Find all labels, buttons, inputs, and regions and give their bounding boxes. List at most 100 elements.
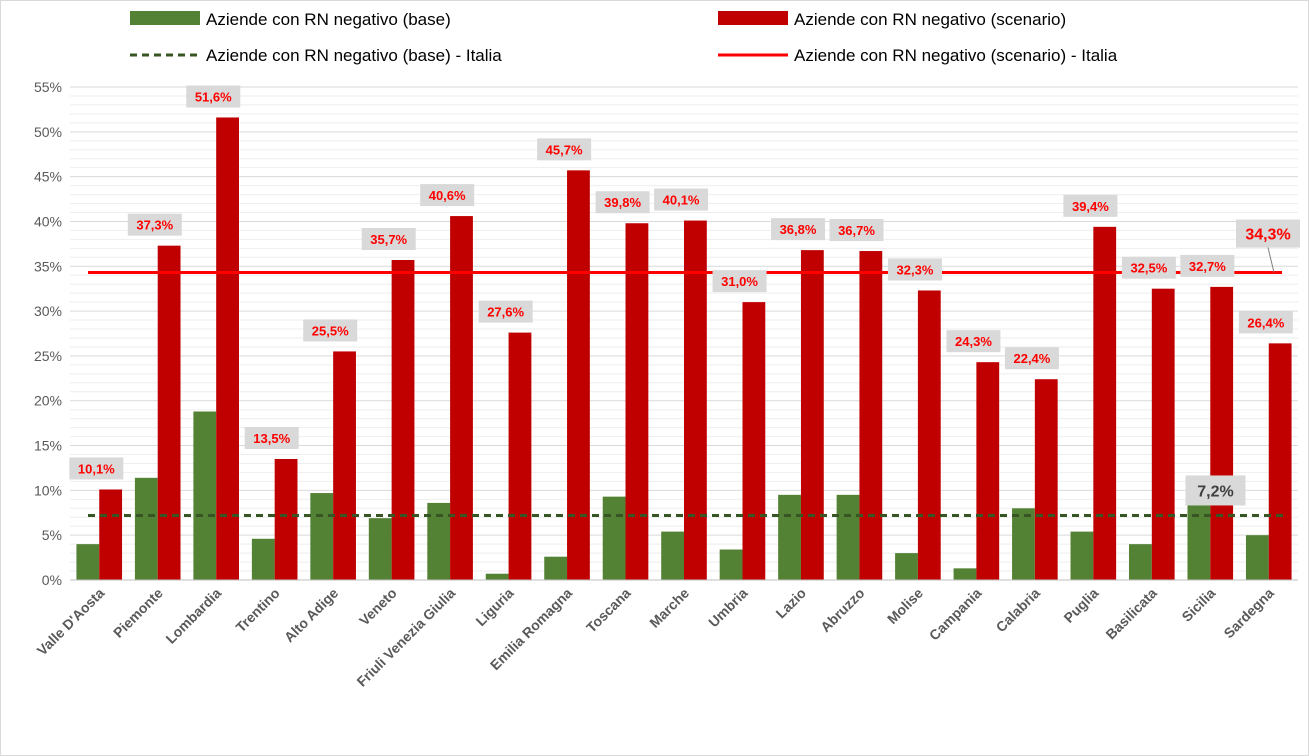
data-label: 27,6% bbox=[487, 305, 524, 320]
data-label-box bbox=[1238, 311, 1293, 334]
bar-scenario bbox=[391, 259, 415, 580]
data-label: 22,4% bbox=[1013, 351, 1050, 366]
data-label: 40,1% bbox=[663, 193, 700, 208]
italia-scenario-label: 34,3% bbox=[1245, 227, 1290, 244]
data-label: 13,5% bbox=[253, 431, 290, 446]
y-tick-label: 5% bbox=[42, 527, 62, 543]
bar-base bbox=[427, 502, 451, 580]
italia-base-label: 7,2% bbox=[1197, 483, 1233, 500]
italia-scenario-label-box bbox=[1236, 219, 1300, 248]
legend-swatch-scenario bbox=[718, 11, 788, 25]
data-label-box bbox=[244, 426, 299, 449]
data-label-box bbox=[1004, 347, 1059, 370]
bar-scenario bbox=[976, 362, 1000, 580]
data-label-box bbox=[1063, 194, 1118, 217]
data-label-box bbox=[478, 300, 533, 323]
data-label-box bbox=[887, 258, 942, 281]
bar-scenario bbox=[1268, 343, 1292, 580]
bar-scenario bbox=[99, 489, 123, 580]
bar-scenario bbox=[1210, 286, 1234, 580]
y-tick-label: 45% bbox=[34, 169, 62, 185]
bar-base bbox=[544, 556, 568, 580]
y-tick-label: 25% bbox=[34, 348, 62, 364]
data-label-box bbox=[127, 213, 182, 236]
data-label: 25,5% bbox=[312, 323, 349, 338]
y-tick-label: 20% bbox=[34, 393, 62, 409]
bar-base bbox=[719, 549, 743, 580]
bar-scenario bbox=[274, 458, 298, 580]
data-label: 45,7% bbox=[546, 142, 583, 157]
bar-base bbox=[895, 553, 918, 580]
data-label-box bbox=[303, 319, 358, 342]
bar-base bbox=[1245, 535, 1269, 580]
y-tick-label: 35% bbox=[34, 258, 62, 274]
data-label-box bbox=[654, 188, 709, 211]
bar-scenario bbox=[450, 216, 473, 581]
data-label-box bbox=[537, 138, 592, 161]
data-label: 32,3% bbox=[897, 262, 934, 277]
data-label-box bbox=[1180, 254, 1235, 277]
bar-base bbox=[310, 493, 334, 580]
bar-scenario bbox=[859, 251, 883, 580]
bars bbox=[76, 117, 1292, 581]
legend-label-italia-scenario: Aziende con RN negativo (scenario) - Ita… bbox=[794, 46, 1118, 65]
data-label: 10,1% bbox=[78, 461, 115, 476]
legend-label-italia-base: Aziende con RN negativo (base) - Italia bbox=[206, 46, 502, 65]
bar-scenario bbox=[917, 290, 941, 580]
bar-scenario bbox=[333, 351, 356, 580]
bar-base bbox=[193, 411, 217, 580]
bar-base bbox=[368, 518, 392, 580]
data-label-box bbox=[829, 219, 884, 242]
bar-scenario bbox=[742, 302, 766, 580]
bar-scenario bbox=[157, 245, 181, 580]
data-label: 26,4% bbox=[1247, 315, 1284, 330]
bar-base bbox=[953, 568, 977, 580]
data-label: 24,3% bbox=[955, 334, 992, 349]
bar-base bbox=[251, 538, 275, 580]
bar-base bbox=[134, 477, 158, 580]
data-label: 36,8% bbox=[780, 222, 817, 237]
y-tick-label: 30% bbox=[34, 303, 62, 319]
data-label-box bbox=[69, 457, 124, 480]
y-tick-label: 0% bbox=[42, 572, 62, 588]
data-label: 35,7% bbox=[370, 232, 407, 247]
bar-scenario bbox=[684, 220, 707, 581]
data-label: 36,7% bbox=[838, 223, 875, 238]
reference-lines bbox=[88, 271, 1286, 517]
bar-scenario bbox=[800, 250, 824, 580]
y-tick-label: 40% bbox=[34, 213, 62, 229]
legend: Aziende con RN negativo (base) Aziende co… bbox=[130, 10, 1118, 65]
data-label-box bbox=[595, 191, 650, 214]
bar-scenario bbox=[508, 332, 532, 580]
y-tick-label: 10% bbox=[34, 482, 62, 498]
y-tick-label: 15% bbox=[34, 438, 62, 454]
data-label: 32,7% bbox=[1189, 259, 1226, 274]
data-label-box bbox=[186, 85, 241, 108]
data-label: 51,6% bbox=[195, 89, 232, 104]
bar-base bbox=[1012, 508, 1035, 580]
bar-base bbox=[1129, 544, 1152, 580]
bar-base bbox=[1070, 531, 1094, 580]
y-tick-label: 50% bbox=[34, 124, 62, 140]
data-label-box bbox=[712, 270, 767, 293]
data-labels: 10,1% 37,3% 51,6% 13,5% 25,5% 35,7% 40,6% 27,6%… bbox=[69, 85, 1300, 506]
data-label: 32,5% bbox=[1130, 261, 1167, 276]
legend-label-base: Aziende con RN negativo (base) bbox=[206, 10, 451, 29]
data-label-box bbox=[946, 330, 1001, 353]
italia-scenario-leader-line bbox=[1267, 247, 1275, 273]
bar-scenario bbox=[1034, 379, 1058, 580]
bar-scenario bbox=[1151, 288, 1175, 580]
legend-swatch-base bbox=[130, 11, 200, 25]
y-tick-label: 55% bbox=[34, 79, 62, 95]
data-label-box bbox=[361, 227, 416, 250]
bar-base bbox=[836, 494, 860, 580]
italia-base-label-box bbox=[1185, 475, 1246, 506]
bar-base bbox=[778, 494, 801, 580]
bar-scenario bbox=[216, 117, 239, 580]
data-label: 31,0% bbox=[721, 274, 758, 289]
data-label-box bbox=[1121, 256, 1176, 279]
bar-base bbox=[485, 573, 509, 580]
bar-scenario bbox=[625, 223, 649, 581]
